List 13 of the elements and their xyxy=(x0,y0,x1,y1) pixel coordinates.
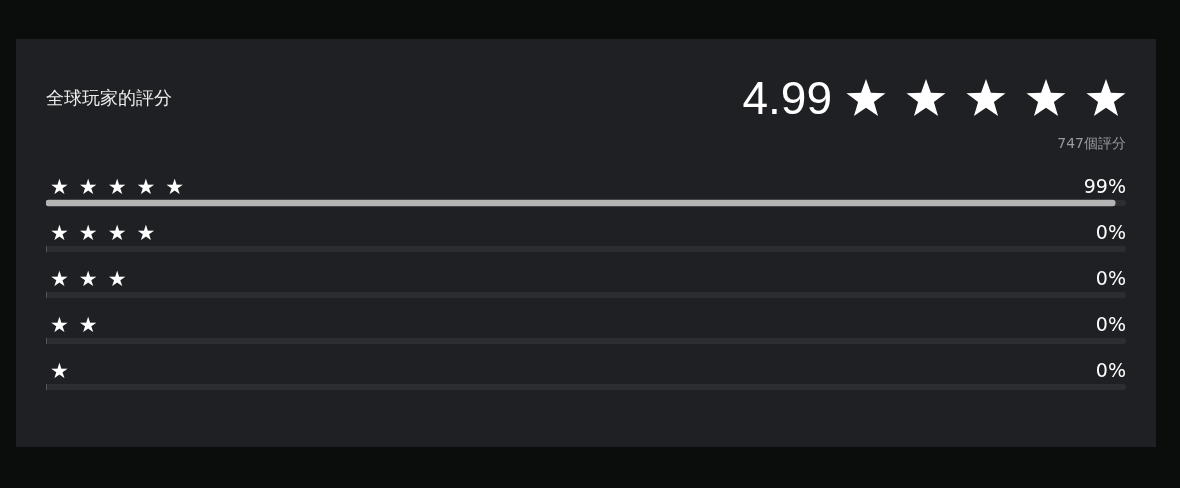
data-label: 0% xyxy=(1095,267,1126,289)
y-tick-label: ★★★★ xyxy=(50,221,166,245)
data-label: 0% xyxy=(1095,359,1126,381)
text: 747個評分 xyxy=(1057,134,1126,152)
data-label: 0% xyxy=(1095,221,1126,243)
y-tick-label: ★ xyxy=(50,359,79,383)
data-label: 0% xyxy=(1095,313,1126,335)
y-tick-label: ★★★ xyxy=(50,267,137,291)
text: 4.99 xyxy=(742,72,832,124)
y-tick-label: ★★ xyxy=(50,313,108,337)
chart-title: 全球玩家的評分 xyxy=(46,86,172,110)
y-tick-label: ★★★★★ xyxy=(50,175,195,199)
data-label: 99% xyxy=(1083,175,1126,197)
